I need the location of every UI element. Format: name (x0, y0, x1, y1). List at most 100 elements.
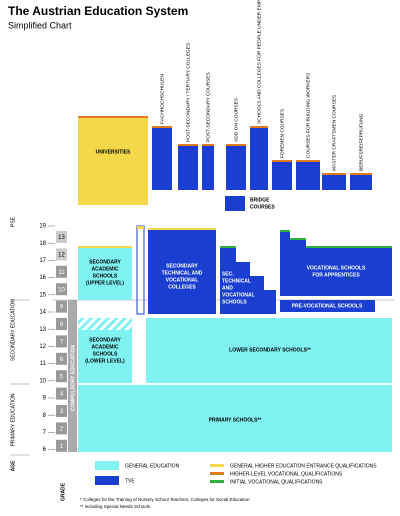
universities-label: UNIVERSITIES (96, 149, 131, 155)
age-number: 18 (39, 241, 46, 247)
qualification-line (280, 230, 392, 248)
grade-box (56, 300, 67, 313)
grade-box (56, 405, 67, 417)
upper-academic-block (78, 248, 132, 300)
lower-academic-block (78, 330, 132, 383)
age-number: 10 (39, 378, 46, 384)
course-block (272, 162, 292, 190)
age-number: 11 (40, 361, 47, 367)
grade-box (56, 318, 67, 330)
footnote: * Colleges for the Training of Nursery S… (80, 497, 250, 502)
grade-box (56, 283, 67, 296)
legend-swatch (210, 480, 224, 483)
age-number: 8 (43, 413, 47, 419)
age-number: 6 (43, 447, 47, 453)
pse-label: PSE (10, 216, 16, 227)
subtitle: Simplified Chart (8, 20, 72, 30)
college-star (136, 225, 145, 315)
grade-number: 6 (60, 357, 64, 363)
bridge-block (225, 196, 245, 211)
technical-schools-label: AND (222, 285, 233, 291)
compulsory-bar (68, 300, 77, 452)
grade-box (56, 422, 67, 435)
legend-swatch (95, 476, 119, 485)
lower-secondary-label: LOWER SECONDARY SCHOOLS** (229, 347, 311, 353)
course-block (178, 146, 198, 190)
side-labels: PSE SECONDARY EDUCATION PRIMARY EDUCATIO… (10, 216, 66, 501)
legend-swatch (95, 461, 119, 470)
age-number: 16 (39, 275, 46, 281)
grade-box (56, 387, 67, 400)
course-block (226, 146, 246, 190)
age-number: 9 (43, 396, 47, 402)
age-number: 13 (39, 327, 46, 333)
lower-academic-label: SCHOOLS (93, 351, 118, 357)
age-number: 12 (39, 344, 46, 350)
course-label: FOREMEN COURSES (279, 109, 285, 158)
apprentices-label: FOR APPRENTICES (312, 272, 360, 278)
age-number: 14 (39, 310, 46, 316)
technical-colleges-block (148, 230, 216, 314)
primary-block (78, 385, 392, 452)
grade-number: 4 (60, 392, 64, 398)
course-label: BERUFSREIFEPRÜFUNG (357, 113, 364, 171)
technical-schools-block (220, 248, 276, 314)
upper-academic-label: ACADEMIC (92, 266, 119, 272)
technical-colleges-label: SECONDARY (166, 263, 198, 269)
bridge-label: BRIDGE (250, 197, 270, 203)
course-label: POST-SECONDARY / TERTIARY COLLEGES (185, 43, 191, 142)
legend-swatch (210, 464, 224, 467)
secondary-label: SECONDARY EDUCATION (10, 299, 16, 361)
age-number: 17 (39, 258, 46, 264)
qualification-line (250, 126, 268, 128)
legend-label: GENERAL EDUCATION (125, 463, 180, 469)
legend-swatch (210, 472, 224, 475)
grade-number: 10 (58, 287, 65, 293)
technical-colleges-label: VOCATIONAL (166, 277, 199, 283)
grade-number: 9 (60, 305, 64, 311)
course-label: ADD-ON COURSES (233, 98, 239, 142)
course-block (202, 146, 214, 190)
grade-number: 2 (60, 426, 64, 432)
course-block (152, 128, 172, 190)
grade-box (56, 370, 67, 383)
scale: 19 18 17 16 15 14 13 12 11 10 9 8 7 6 13 12 11 10 9 8 7 6 5 4 3 2… (39, 224, 67, 453)
legend-label: GENERAL HIGHER EDUCATION ENTRANCE QUALIF… (230, 463, 377, 469)
grade-box (56, 335, 67, 348)
technical-schools-label: VOCATIONAL (222, 292, 255, 298)
grade-number: 8 (60, 322, 64, 328)
qualification-line (322, 173, 346, 175)
lower-academic-label: SECONDARY (89, 337, 121, 343)
grade-box (56, 352, 67, 365)
qualification-line (220, 246, 236, 248)
qualification-line (137, 226, 144, 229)
grade-box (56, 439, 67, 452)
grade-label: GRADE (60, 482, 66, 501)
age-number: 7 (43, 430, 47, 436)
prevocational-block (280, 300, 375, 312)
technical-colleges-label: TECHNICAL AND (162, 270, 203, 276)
upper-academic-label: (UPPER LEVEL) (86, 280, 124, 286)
bridge-label: COURSES (250, 204, 275, 210)
lower-academic-label: ACADEMIC (92, 344, 119, 350)
grade-number: 13 (58, 235, 65, 241)
course-label: MASTER CRAFTSMEN COURSES (331, 95, 337, 171)
lower-secondary-block (146, 318, 392, 383)
age-number: 15 (39, 292, 46, 298)
qualification-line (148, 228, 216, 230)
technical-schools-label: SCHOOLS (222, 299, 247, 305)
age-number: 19 (39, 224, 46, 230)
course-label: POST-SECONDARY COURSES (205, 72, 211, 142)
primary-label: PRIMARY SCHOOLS** (209, 417, 262, 423)
grade-box (56, 265, 67, 278)
course-block (296, 162, 320, 190)
grade-number: 12 (58, 252, 65, 258)
qualification-line (272, 160, 292, 162)
apprentices-block (280, 232, 392, 296)
qualification-line (350, 173, 372, 175)
prevocational-label: PRE-VOCATIONAL SCHOOLS (292, 303, 363, 309)
age-label: AGE (10, 460, 16, 472)
footnote: ** including Special Needs Schools (80, 504, 151, 509)
qualification-line (178, 144, 198, 146)
